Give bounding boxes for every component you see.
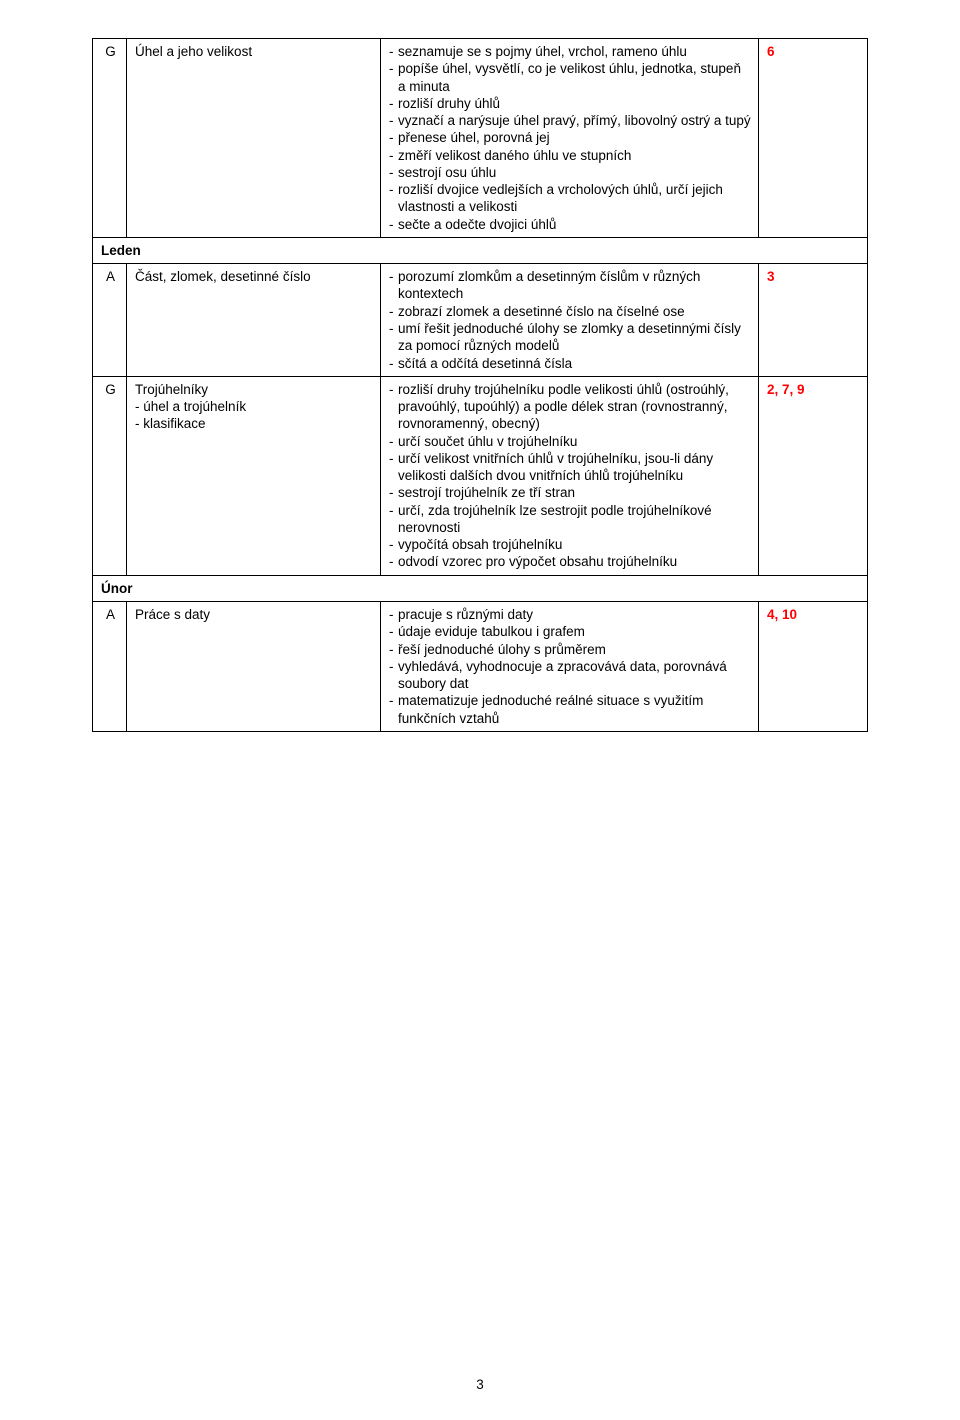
label-cell: G [93,39,127,238]
table-row: AČást, zlomek, desetinné čísloporozumí z… [93,264,868,377]
outcome-item: vyznačí a narýsuje úhel pravý, přímý, li… [389,112,752,129]
outcome-item: seznamuje se s pojmy úhel, vrchol, ramen… [389,43,752,60]
outcome-item: odvodí vzorec pro výpočet obsahu trojúhe… [389,553,752,570]
outcome-item: rozliší druhy trojúhelníku podle velikos… [389,381,752,433]
outcome-item: sestrojí trojúhelník ze tří stran [389,484,752,501]
outcome-item: umí řešit jednoduché úlohy se zlomky a d… [389,320,752,355]
table-row: GTrojúhelníky- úhel a trojúhelník- klasi… [93,376,868,575]
topic-cell: Práce s daty [127,601,381,731]
outcomes-cell: pracuje s různými datyúdaje eviduje tabu… [381,601,759,731]
section-row: Leden [93,237,868,263]
page: GÚhel a jeho velikost seznamuje se s pojm… [0,0,960,1420]
table-row: APráce s datypracuje s různými datyúdaje… [93,601,868,731]
outcome-item: určí, zda trojúhelník lze sestrojit podl… [389,502,752,537]
label-cell: A [93,264,127,377]
outcome-item: zobrazí zlomek a desetinné číslo na číse… [389,303,752,320]
curriculum-table: GÚhel a jeho velikost seznamuje se s pojm… [92,38,868,732]
section-heading: Leden [93,237,868,263]
outcome-item: vypočítá obsah trojúhelníku [389,536,752,553]
section-heading: Únor [93,575,868,601]
page-number: 3 [92,1377,868,1392]
outcome-item: sčítá a odčítá desetinná čísla [389,355,752,372]
rv-cell: 6 [759,39,868,238]
outcomes-cell: porozumí zlomkům a desetinným číslům v r… [381,264,759,377]
outcomes-cell: rozliší druhy trojúhelníku podle velikos… [381,376,759,575]
outcome-item: změří velikost daného úhlu ve stupních [389,147,752,164]
outcome-item: rozliší druhy úhlů [389,95,752,112]
rv-cell: 3 [759,264,868,377]
topic-cell: Úhel a jeho velikost [127,39,381,238]
section-row: Únor [93,575,868,601]
outcome-item: matematizuje jednoduché reálné situace s… [389,692,752,727]
outcome-item: řeší jednoduché úlohy s průměrem [389,641,752,658]
outcome-item: sestrojí osu úhlu [389,164,752,181]
rv-cell: 4, 10 [759,601,868,731]
label-cell: G [93,376,127,575]
rv-cell: 2, 7, 9 [759,376,868,575]
outcome-item: sečte a odečte dvojici úhlů [389,216,752,233]
table-row: GÚhel a jeho velikost seznamuje se s pojm… [93,39,868,238]
topic-cell: Trojúhelníky- úhel a trojúhelník- klasif… [127,376,381,575]
outcome-item: určí velikost vnitřních úhlů v trojúheln… [389,450,752,485]
outcome-item: údaje eviduje tabulkou i grafem [389,623,752,640]
outcome-item: pracuje s různými daty [389,606,752,623]
label-cell: A [93,601,127,731]
outcomes-cell: seznamuje se s pojmy úhel, vrchol, ramen… [381,39,759,238]
outcome-item: rozliší dvojice vedlejších a vrcholových… [389,181,752,216]
outcome-item: přenese úhel, porovná jej [389,129,752,146]
outcome-item: určí součet úhlu v trojúhelníku [389,433,752,450]
outcome-item: porozumí zlomkům a desetinným číslům v r… [389,268,752,303]
topic-cell: Část, zlomek, desetinné číslo [127,264,381,377]
outcome-item: vyhledává, vyhodnocuje a zpracovává data… [389,658,752,693]
outcome-item: popíše úhel, vysvětlí, co je velikost úh… [389,60,752,95]
